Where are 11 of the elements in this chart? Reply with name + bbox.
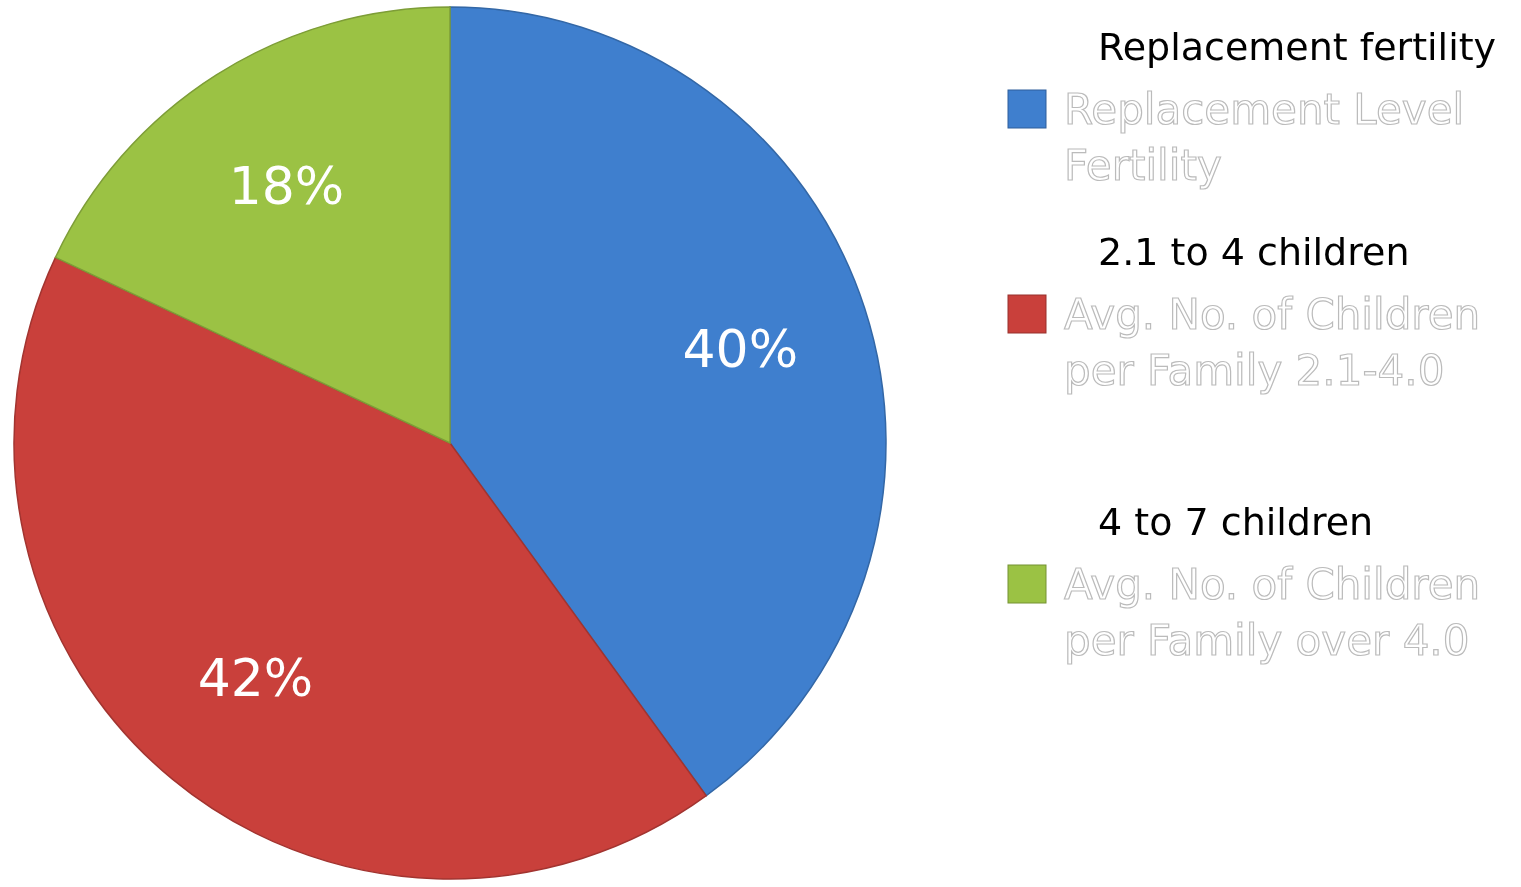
pie-slice (449, 6, 886, 797)
data-label: 18% (228, 155, 345, 216)
text: 4 to 7 children (1098, 500, 1374, 544)
text: 2.1 to 4 children (1098, 230, 1410, 274)
data-label: 42% (197, 648, 314, 709)
text: Replacement fertility (1098, 25, 1497, 69)
legend-label: Avg. No. of Children per Family over 4.0 (1064, 560, 1481, 665)
legend-label: Replacement Level Fertility (1064, 85, 1465, 190)
pie-slice (54, 6, 451, 444)
data-label: 40% (682, 318, 799, 379)
legend-label: Avg. No. of Children per Family 2.1-4.0 (1064, 290, 1481, 395)
